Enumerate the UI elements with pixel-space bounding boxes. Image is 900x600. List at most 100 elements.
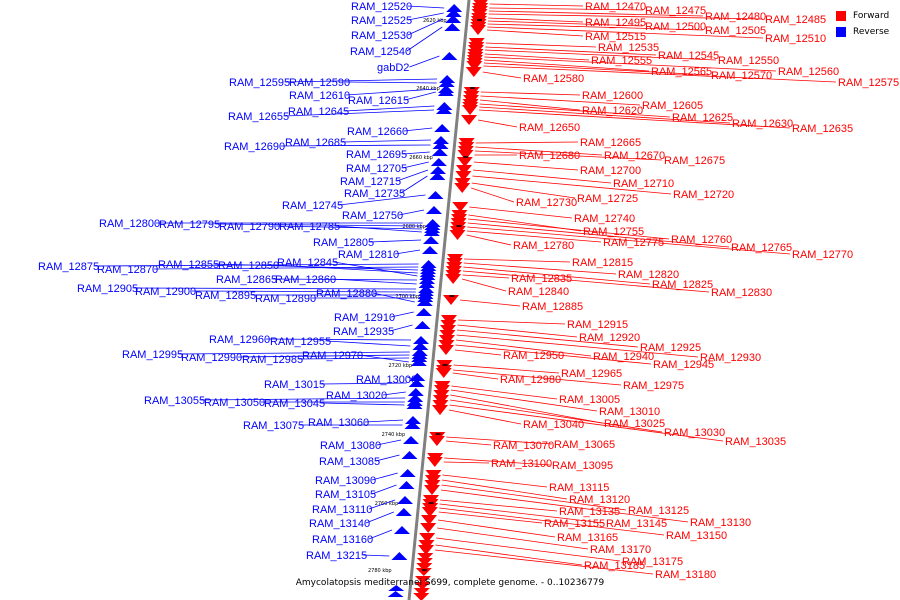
- gene-label-ram_12650[interactable]: RAM_12650: [519, 122, 580, 134]
- gene-label-ram_13160[interactable]: RAM_13160: [312, 534, 373, 546]
- gene-feature-ram_12935[interactable]: [414, 321, 431, 329]
- gene-label-ram_12655[interactable]: RAM_12655: [228, 111, 289, 123]
- gene-feature-ram_12880[interactable]: [416, 298, 433, 306]
- gene-feature-ram_13085[interactable]: [401, 451, 418, 459]
- gene-label-ram_12660[interactable]: RAM_12660: [347, 126, 408, 138]
- gene-label-ram_13025[interactable]: RAM_13025: [604, 418, 665, 430]
- gene-label-ram_12865[interactable]: RAM_12865: [216, 274, 277, 286]
- gene-feature-ram_12970[interactable]: [410, 358, 427, 366]
- gene-label-ram_12720[interactable]: RAM_12720: [673, 189, 734, 201]
- gene-label-ram_13185[interactable]: RAM_13185: [584, 560, 645, 572]
- gene-label-ram_13010[interactable]: RAM_13010: [599, 406, 660, 418]
- gene-label-ram_12850[interactable]: RAM_12850: [218, 260, 279, 272]
- gene-label-ram_12520[interactable]: RAM_12520: [351, 1, 412, 13]
- gene-feature-ram_12515[interactable]: [470, 25, 486, 35]
- gene-label-ram_12950[interactable]: RAM_12950: [503, 350, 564, 362]
- gene-feature-ram_12910[interactable]: [415, 308, 432, 316]
- gene-label-ram_13180[interactable]: RAM_13180: [655, 569, 716, 581]
- gene-label-ram_12875[interactable]: RAM_12875: [38, 261, 99, 273]
- gene-label-ram_13115[interactable]: RAM_13115: [549, 482, 609, 494]
- gene-label-ram_12805[interactable]: RAM_12805: [313, 237, 374, 249]
- gene-label-ram_12785[interactable]: RAM_12785: [279, 221, 340, 233]
- gene-label-ram_13085[interactable]: RAM_13085: [319, 456, 380, 468]
- gene-label-ram_12700[interactable]: RAM_12700: [580, 165, 641, 177]
- gene-feature-ram_12615[interactable]: [437, 88, 454, 96]
- gene-feature-unlabeled-reverse-0[interactable]: [388, 585, 405, 591]
- gene-label-ram_12565[interactable]: RAM_12565: [651, 66, 712, 78]
- gene-label-ram_12665[interactable]: RAM_12665: [580, 137, 641, 149]
- gene-feature-ram_12530[interactable]: [445, 15, 462, 23]
- gene-label-ram_12475[interactable]: RAM_12475: [645, 5, 706, 17]
- gene-label-ram_12760[interactable]: RAM_12760: [671, 234, 732, 246]
- gene-feature-ram_12705[interactable]: [430, 158, 447, 166]
- gene-feature-ram_13165[interactable]: [421, 515, 437, 525]
- gene-feature-ram_12715[interactable]: [430, 166, 446, 174]
- gene-feature-ram_12650[interactable]: [461, 115, 477, 125]
- gene-label-ram_13000[interactable]: RAM_13000: [356, 374, 417, 386]
- gene-label-ram_13015[interactable]: RAM_13015: [264, 379, 325, 391]
- gene-label-ram_13070[interactable]: RAM_13070: [493, 440, 554, 452]
- gene-label-ram_13140[interactable]: RAM_13140: [309, 518, 370, 530]
- gene-label-ram_12905[interactable]: RAM_12905: [77, 283, 138, 295]
- gene-label-ram_12735[interactable]: RAM_12735: [344, 188, 405, 200]
- gene-label-ram_12970[interactable]: RAM_12970: [302, 350, 363, 362]
- gene-label-ram_12680[interactable]: RAM_12680: [519, 150, 580, 162]
- gene-feature-ram_13175[interactable]: [419, 533, 436, 543]
- gene-label-ram_12790[interactable]: RAM_12790: [219, 221, 280, 233]
- gene-feature-unlabeled-0[interactable]: [417, 553, 434, 561]
- gene-label-ram_13145[interactable]: RAM_13145: [606, 518, 667, 530]
- gene-feature-ram_13075[interactable]: [404, 421, 421, 429]
- gene-feature-ram_13020[interactable]: [407, 388, 424, 396]
- gene-feature-ram_13070[interactable]: [428, 436, 445, 446]
- gene-feature-ram_12520[interactable]: [446, 4, 463, 12]
- gene-feature-ram_13040[interactable]: [432, 405, 448, 415]
- gene-label-ram_12690[interactable]: RAM_12690: [224, 141, 285, 153]
- gene-feature-ram_12710[interactable]: [456, 165, 472, 175]
- gene-feature-unlabeled-5[interactable]: [414, 582, 431, 590]
- gene-label-ram_13135[interactable]: RAM_13135: [559, 506, 620, 518]
- gene-label-ram_12925[interactable]: RAM_12925: [640, 342, 701, 354]
- gene-feature-ram_12810[interactable]: [422, 246, 438, 254]
- gene-label-ram_12535[interactable]: RAM_12535: [598, 42, 659, 54]
- gene-label-ram_12710[interactable]: RAM_12710: [613, 178, 674, 190]
- gene-label-ram_12605[interactable]: RAM_12605: [642, 100, 703, 112]
- gene-label-ram_12580[interactable]: RAM_12580: [523, 73, 584, 85]
- gene-label-ram_12880[interactable]: RAM_12880: [316, 288, 377, 300]
- gene-feature-ram_12590[interactable]: [438, 79, 455, 87]
- gene-feature-ram_12860[interactable]: [418, 280, 435, 288]
- gene-label-ram_13055[interactable]: RAM_13055: [144, 395, 205, 407]
- gene-label-ram_12990[interactable]: RAM_12990: [181, 352, 242, 364]
- gene-feature-ram_12690[interactable]: [432, 141, 449, 149]
- gene-label-ram_12985[interactable]: RAM_12985: [242, 354, 303, 366]
- gene-feature-ram_12955[interactable]: [412, 342, 429, 350]
- gene-label-ram_12480[interactable]: RAM_12480: [705, 11, 766, 23]
- gene-feature-ram_12730[interactable]: [454, 183, 471, 193]
- gene-label-ram_12900[interactable]: RAM_12900: [135, 286, 196, 298]
- gene-feature-ram_13000[interactable]: [409, 373, 426, 381]
- gene-feature-ram_13155[interactable]: [421, 507, 438, 517]
- gene-label-ram_12470[interactable]: RAM_12470: [585, 1, 646, 13]
- gene-feature-ram_12865[interactable]: [419, 276, 435, 284]
- gene-label-ram_12590[interactable]: RAM_12590: [289, 77, 350, 89]
- gene-feature-ram_13015[interactable]: [408, 379, 425, 387]
- gene-feature-unlabeled-4[interactable]: [415, 576, 431, 584]
- gene-feature-ram_12980[interactable]: [435, 368, 452, 378]
- gene-feature-ram_13170[interactable]: [420, 523, 437, 533]
- gene-label-ram_12530[interactable]: RAM_12530: [351, 30, 412, 42]
- gene-label-ram_13175[interactable]: RAM_13175: [622, 556, 683, 568]
- gene-label-ram_12625[interactable]: RAM_12625: [672, 112, 733, 124]
- gene-label-ram_12755[interactable]: RAM_12755: [583, 226, 644, 238]
- gene-label-ram_12800[interactable]: RAM_12800: [99, 218, 160, 230]
- gene-feature-ram_12780[interactable]: [449, 230, 466, 240]
- gene-feature-ram_12635[interactable]: [462, 105, 478, 115]
- gene-feature-ram_13080[interactable]: [403, 436, 419, 444]
- gene-feature-ram_12680[interactable]: [457, 150, 474, 160]
- gene-label-ram_13110[interactable]: RAM_13110: [312, 504, 372, 516]
- gene-label-ram_13060[interactable]: RAM_13060: [308, 417, 369, 429]
- gene-feature-unlabeled-1[interactable]: [416, 558, 433, 566]
- gene-label-ram_13095[interactable]: RAM_13095: [552, 460, 613, 472]
- gene-feature-ram_12660[interactable]: [434, 124, 451, 132]
- gene-label-ram_12820[interactable]: RAM_12820: [618, 269, 679, 281]
- gene-label-ram_12870[interactable]: RAM_12870: [97, 264, 158, 276]
- gene-feature-unlabeled-2[interactable]: [416, 563, 433, 571]
